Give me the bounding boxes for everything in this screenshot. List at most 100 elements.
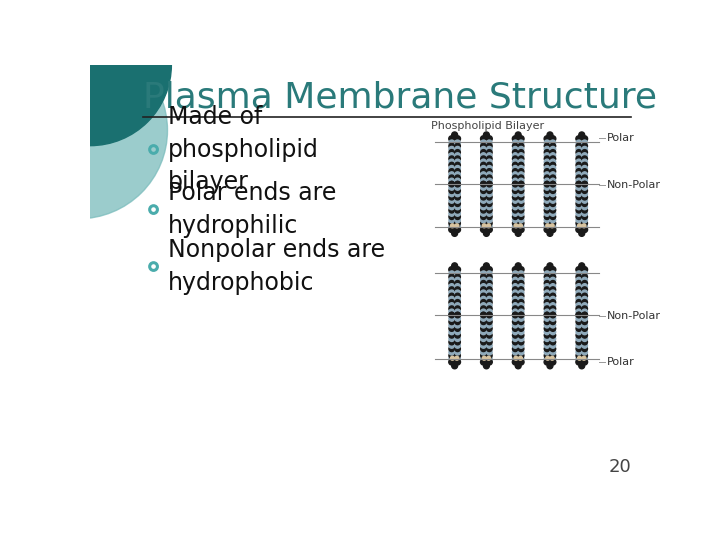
- Circle shape: [550, 214, 556, 219]
- Circle shape: [550, 343, 556, 348]
- Circle shape: [455, 312, 460, 318]
- Circle shape: [487, 220, 492, 226]
- Circle shape: [455, 140, 459, 144]
- Circle shape: [518, 153, 524, 158]
- Circle shape: [451, 363, 458, 369]
- Circle shape: [518, 271, 524, 276]
- Circle shape: [550, 204, 556, 210]
- Circle shape: [487, 194, 492, 200]
- Circle shape: [550, 217, 556, 223]
- Circle shape: [576, 346, 582, 352]
- Circle shape: [544, 181, 550, 187]
- Circle shape: [514, 272, 518, 275]
- Circle shape: [576, 329, 582, 335]
- Circle shape: [582, 312, 588, 318]
- Circle shape: [576, 316, 582, 321]
- Circle shape: [487, 204, 492, 210]
- Circle shape: [480, 359, 487, 365]
- Circle shape: [577, 140, 582, 144]
- Circle shape: [487, 329, 492, 335]
- Circle shape: [582, 227, 588, 233]
- Circle shape: [544, 353, 550, 359]
- Circle shape: [577, 224, 582, 228]
- Circle shape: [513, 306, 518, 312]
- Circle shape: [576, 224, 582, 230]
- Circle shape: [576, 349, 582, 355]
- Circle shape: [550, 198, 556, 203]
- Circle shape: [582, 329, 588, 335]
- Circle shape: [487, 224, 492, 230]
- Circle shape: [487, 227, 492, 233]
- Circle shape: [544, 339, 550, 345]
- Circle shape: [481, 284, 486, 289]
- Circle shape: [576, 214, 582, 219]
- Circle shape: [513, 303, 518, 308]
- Circle shape: [576, 227, 582, 233]
- Circle shape: [550, 165, 556, 171]
- Circle shape: [487, 201, 492, 206]
- Circle shape: [455, 316, 460, 321]
- Circle shape: [550, 353, 556, 359]
- Circle shape: [513, 211, 518, 216]
- Circle shape: [513, 143, 518, 149]
- Circle shape: [582, 326, 588, 332]
- Circle shape: [576, 143, 582, 149]
- Circle shape: [544, 287, 550, 292]
- Circle shape: [455, 220, 460, 226]
- Circle shape: [482, 272, 486, 275]
- Circle shape: [449, 336, 454, 341]
- Circle shape: [455, 326, 460, 332]
- Circle shape: [544, 336, 550, 341]
- Circle shape: [449, 150, 454, 155]
- Circle shape: [582, 272, 586, 275]
- Circle shape: [484, 132, 490, 138]
- Circle shape: [455, 287, 460, 292]
- Circle shape: [576, 278, 582, 283]
- Circle shape: [582, 356, 588, 362]
- Circle shape: [487, 319, 492, 325]
- Circle shape: [576, 198, 582, 203]
- Circle shape: [449, 278, 454, 283]
- Circle shape: [582, 333, 588, 338]
- Circle shape: [582, 316, 588, 321]
- Circle shape: [449, 146, 454, 152]
- Circle shape: [576, 356, 582, 362]
- Circle shape: [481, 191, 486, 197]
- Circle shape: [579, 132, 585, 138]
- Circle shape: [576, 333, 582, 338]
- Circle shape: [513, 278, 518, 283]
- Circle shape: [513, 359, 518, 365]
- Circle shape: [546, 140, 549, 144]
- Circle shape: [550, 359, 556, 365]
- Circle shape: [576, 336, 582, 341]
- Circle shape: [544, 194, 550, 200]
- Circle shape: [518, 217, 524, 223]
- Circle shape: [550, 188, 556, 193]
- Circle shape: [455, 296, 460, 302]
- Circle shape: [487, 296, 492, 302]
- Circle shape: [487, 211, 492, 216]
- Circle shape: [513, 319, 518, 325]
- Circle shape: [451, 132, 458, 138]
- Circle shape: [449, 168, 454, 174]
- Circle shape: [550, 349, 556, 355]
- Circle shape: [550, 356, 556, 362]
- Circle shape: [582, 300, 588, 305]
- Circle shape: [518, 143, 524, 149]
- Circle shape: [550, 191, 556, 197]
- Circle shape: [455, 153, 460, 158]
- Circle shape: [582, 185, 588, 190]
- Circle shape: [576, 191, 582, 197]
- Circle shape: [582, 271, 588, 276]
- Circle shape: [487, 140, 490, 144]
- Circle shape: [582, 163, 588, 168]
- Circle shape: [487, 168, 492, 174]
- Circle shape: [518, 303, 524, 308]
- Circle shape: [449, 306, 454, 312]
- Circle shape: [455, 146, 460, 152]
- Circle shape: [544, 165, 550, 171]
- Circle shape: [518, 267, 524, 273]
- Circle shape: [481, 198, 486, 203]
- Circle shape: [481, 220, 486, 226]
- Circle shape: [481, 312, 486, 318]
